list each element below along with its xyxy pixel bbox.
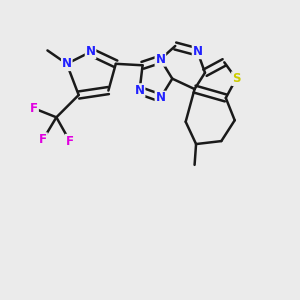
Text: N: N bbox=[135, 84, 145, 97]
Text: F: F bbox=[39, 133, 47, 146]
Text: S: S bbox=[232, 72, 240, 85]
Text: F: F bbox=[66, 135, 74, 148]
Text: N: N bbox=[155, 53, 165, 66]
Text: N: N bbox=[62, 57, 72, 70]
Text: N: N bbox=[155, 92, 165, 104]
Text: F: F bbox=[30, 102, 38, 115]
Text: N: N bbox=[85, 45, 96, 58]
Text: N: N bbox=[193, 45, 202, 58]
